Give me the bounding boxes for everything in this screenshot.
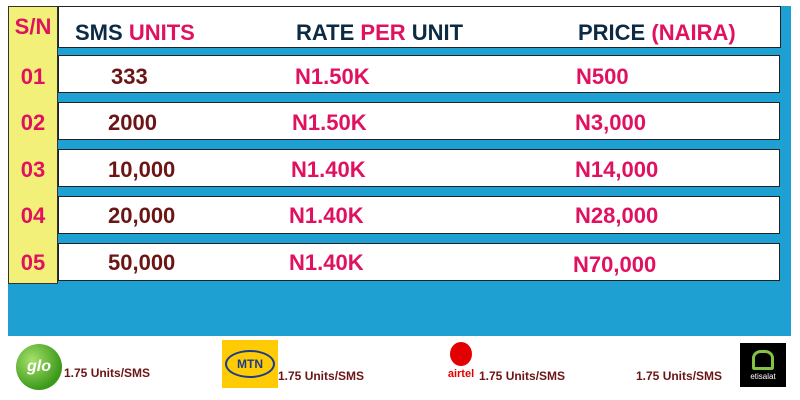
airtel-logo: airtel: [443, 342, 479, 388]
sn-column: [8, 6, 58, 284]
airtel-logo-text: airtel: [447, 368, 475, 380]
row-sn: 05: [20, 250, 46, 275]
header-price: PRICE (NAIRA): [578, 20, 736, 46]
row-units: 20,000: [108, 203, 176, 228]
etisalat-mark-icon: [752, 349, 774, 370]
glo-logo: glo: [16, 344, 62, 390]
header-rate-word-1: RATE: [296, 20, 355, 45]
header-price-word-2: (NAIRA): [651, 20, 736, 45]
row-units: 10,000: [108, 157, 176, 182]
etisalat-rate-text: 1.75 Units/SMS: [636, 369, 723, 383]
row-price: N14,000: [575, 157, 659, 182]
table-row: [58, 55, 780, 93]
row-rate: N1.40K: [289, 203, 364, 228]
row-sn: 04: [20, 203, 46, 228]
row-rate: N1.40K: [289, 250, 364, 275]
row-price: N28,000: [575, 203, 659, 228]
row-rate: N1.50K: [292, 110, 367, 135]
row-price: N500: [576, 64, 629, 89]
row-price: N3,000: [575, 110, 646, 135]
header-rate-word-3: UNIT: [411, 20, 464, 45]
row-rate: N1.50K: [295, 64, 370, 89]
table-row: [58, 243, 780, 281]
table-row: [58, 149, 780, 187]
header-units-word-1: SMS: [75, 20, 123, 45]
table-row: [58, 102, 780, 140]
header-row: [58, 6, 781, 48]
glo-rate-text: 1.75 Units/SMS: [64, 366, 151, 380]
row-units: 333: [111, 64, 148, 89]
airtel-rate-text: 1.75 Units/SMS: [479, 369, 566, 383]
row-rate: N1.40K: [291, 157, 366, 182]
row-price: N70,000: [573, 252, 657, 277]
header-rate: RATE PER UNIT: [296, 20, 463, 46]
row-sn: 01: [20, 64, 46, 89]
header-rate-word-2: PER: [360, 20, 406, 45]
header-sms-units: SMS UNITS: [75, 20, 195, 46]
mtn-logo: MTN: [222, 340, 278, 388]
header-units-word-2: UNITS: [128, 20, 195, 45]
row-sn: 03: [20, 157, 46, 182]
etisalat-logo-text: etisalat: [750, 371, 776, 381]
header-sn: S/N: [14, 14, 52, 39]
airtel-swirl-icon: [450, 342, 472, 366]
row-units: 50,000: [108, 250, 176, 275]
row-units: 2000: [108, 110, 157, 135]
row-sn: 02: [20, 110, 46, 135]
etisalat-logo: etisalat: [740, 343, 786, 387]
table-row: [58, 196, 780, 234]
glo-logo-text: glo: [27, 358, 51, 375]
mtn-logo-text: MTN: [225, 350, 275, 378]
header-price-word-1: PRICE: [578, 20, 646, 45]
mtn-rate-text: 1.75 Units/SMS: [278, 369, 365, 383]
